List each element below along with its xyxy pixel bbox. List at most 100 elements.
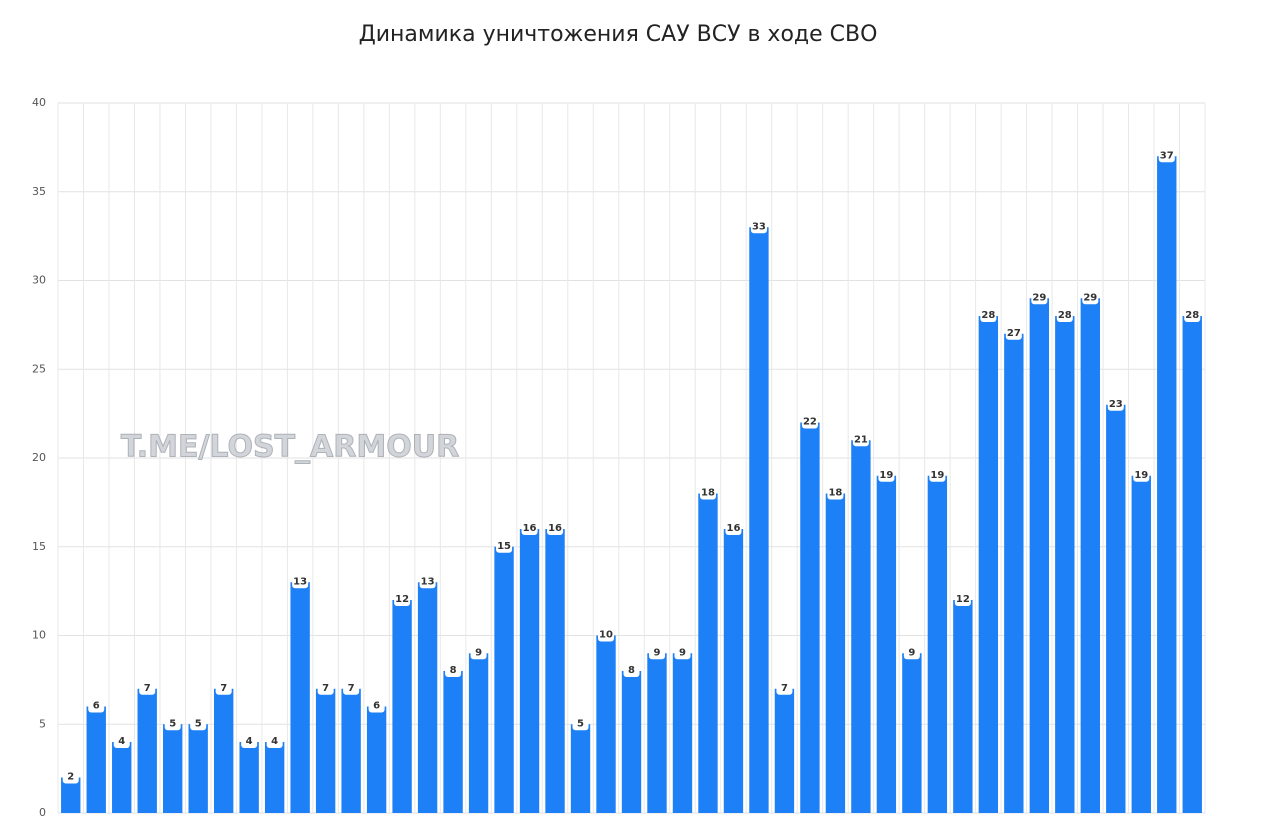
value-label-box [190,716,207,731]
y-tick-label: 25 [32,362,46,375]
bar [264,742,285,813]
bar [1080,298,1100,813]
value-label: 28 [981,310,995,321]
y-tick-label: 30 [32,274,46,287]
bar [519,529,540,813]
bar [800,422,820,813]
bar [1157,156,1177,813]
value-label-box [470,645,487,660]
bar [927,475,948,813]
value-label: 28 [1058,310,1072,321]
value-label: 16 [726,523,740,534]
value-label: 16 [523,523,537,534]
value-label: 15 [497,541,511,552]
value-label-box [394,592,411,606]
value-label: 9 [475,647,482,658]
value-label: 21 [854,434,868,445]
bar [1106,404,1126,813]
y-tick-label: 5 [39,717,46,730]
bar [698,493,718,813]
value-label: 10 [599,630,613,641]
value-label: 29 [1032,292,1046,303]
y-tick-label: 35 [32,185,46,198]
bar [825,493,846,813]
value-label-box [88,698,105,713]
value-label: 2 [67,772,74,783]
value-label-box [1082,290,1099,305]
value-label-box [215,680,232,695]
bar [902,653,922,813]
bar [876,475,897,813]
value-label: 22 [803,417,817,428]
value-label-box [368,698,385,713]
value-label: 4 [118,736,125,747]
bar [570,724,591,813]
value-label: 7 [220,683,227,694]
value-label: 16 [548,523,562,534]
bar [443,671,463,813]
value-label-box [139,680,156,695]
bar [417,582,438,813]
value-label-box [1031,290,1048,305]
value-label: 13 [293,576,307,587]
value-label-box [113,734,130,748]
value-label: 37 [1160,150,1174,161]
bar [112,742,132,813]
y-tick-label: 0 [39,806,46,819]
value-label-box [266,734,283,748]
value-label: 29 [1083,292,1097,303]
value-label: 27 [1007,328,1021,339]
bar [315,688,336,813]
value-label-box [572,716,589,731]
value-label: 9 [679,647,686,658]
y-tick-label: 20 [32,451,46,464]
value-label-box [343,680,360,695]
value-label: 28 [1185,310,1199,321]
value-label-box [1107,396,1124,411]
value-label-box [980,308,997,322]
value-label-box [878,467,895,482]
value-label: 33 [752,221,766,232]
bar [1055,316,1075,813]
value-label: 18 [701,488,715,499]
value-label: 19 [879,470,893,481]
value-label: 13 [421,576,435,587]
value-label-box [1158,148,1175,163]
value-label-box [903,645,920,660]
bar [851,440,871,813]
bar [749,227,769,813]
value-label-box [648,645,665,660]
value-label-box [547,521,564,535]
value-label: 8 [450,665,457,676]
bar [545,529,565,813]
value-label: 9 [654,647,661,658]
bar [1004,333,1024,813]
bar [163,724,183,813]
value-label-box [852,432,869,447]
value-label-box [496,538,513,553]
value-label: 7 [348,683,355,694]
value-label-box [521,521,538,535]
bar [774,688,795,813]
value-label: 18 [828,488,842,499]
value-label: 5 [195,718,202,729]
value-label-box [62,769,79,784]
watermark: T.ME/LOST_ARMOUR [121,430,459,465]
value-label: 19 [1134,470,1148,481]
value-label: 12 [956,594,970,605]
value-label: 9 [908,647,915,658]
bar [647,653,667,813]
bar [341,688,361,813]
value-label: 8 [628,665,635,676]
value-label: 4 [246,736,253,747]
bar [953,600,973,813]
value-label-box [1056,308,1073,322]
bar [1182,316,1202,813]
bar [1131,475,1151,813]
value-label-box [827,485,844,500]
bar [213,688,234,813]
value-label-box [317,680,334,695]
value-label: 23 [1109,399,1123,410]
value-label: 6 [373,701,380,712]
